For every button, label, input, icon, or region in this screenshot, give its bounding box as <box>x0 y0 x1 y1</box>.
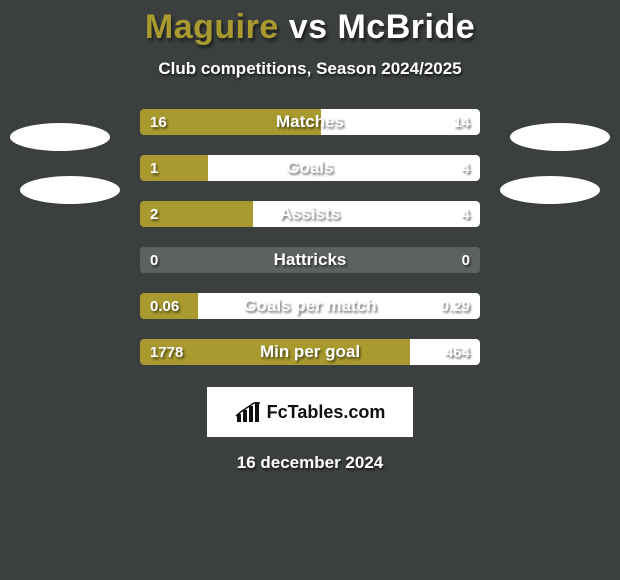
logo-text: FcTables.com <box>267 402 386 423</box>
bar-row: Goals per match0.060.29 <box>140 293 480 319</box>
page-title: Maguire vs McBride <box>0 0 620 47</box>
logo-box: FcTables.com <box>207 387 413 437</box>
bar-segment-left <box>140 109 321 135</box>
logo-text-rest: Tables.com <box>288 402 386 422</box>
bar-row: Min per goal1778464 <box>140 339 480 365</box>
title-player2: McBride <box>337 8 475 46</box>
decor-ellipse-right-2 <box>500 176 600 204</box>
bar-row: Matches1614 <box>140 109 480 135</box>
bar-row: Hattricks00 <box>140 247 480 273</box>
bar-segment-right <box>321 109 480 135</box>
bar-segment-left <box>140 339 410 365</box>
bar-segment-left <box>140 293 198 319</box>
decor-ellipse-right-1 <box>510 123 610 151</box>
decor-ellipse-left-2 <box>20 176 120 204</box>
bar-segment-left <box>140 155 208 181</box>
bar-segment-right <box>208 155 480 181</box>
bar-row: Assists24 <box>140 201 480 227</box>
title-vs: vs <box>289 8 328 46</box>
bar-segment-right <box>198 293 480 319</box>
title-player1: Maguire <box>145 8 279 46</box>
logo-text-fc: Fc <box>267 402 288 422</box>
bars-container: Matches1614 Goals14 Assists24 Hattricks00 Go… <box>140 109 480 365</box>
bar-segment-right <box>410 339 480 365</box>
bar-segment-left <box>140 201 253 227</box>
subtitle: Club competitions, Season 2024/2025 <box>0 59 620 79</box>
date: 16 december 2024 <box>0 453 620 473</box>
logo-chart-icon <box>235 402 261 422</box>
bar-segment-left <box>140 247 310 273</box>
chart-background: Maguire vs McBride Club competitions, Se… <box>0 0 620 580</box>
bar-row: Goals14 <box>140 155 480 181</box>
bar-segment-right <box>310 247 480 273</box>
decor-ellipse-left-1 <box>10 123 110 151</box>
bar-segment-right <box>253 201 480 227</box>
